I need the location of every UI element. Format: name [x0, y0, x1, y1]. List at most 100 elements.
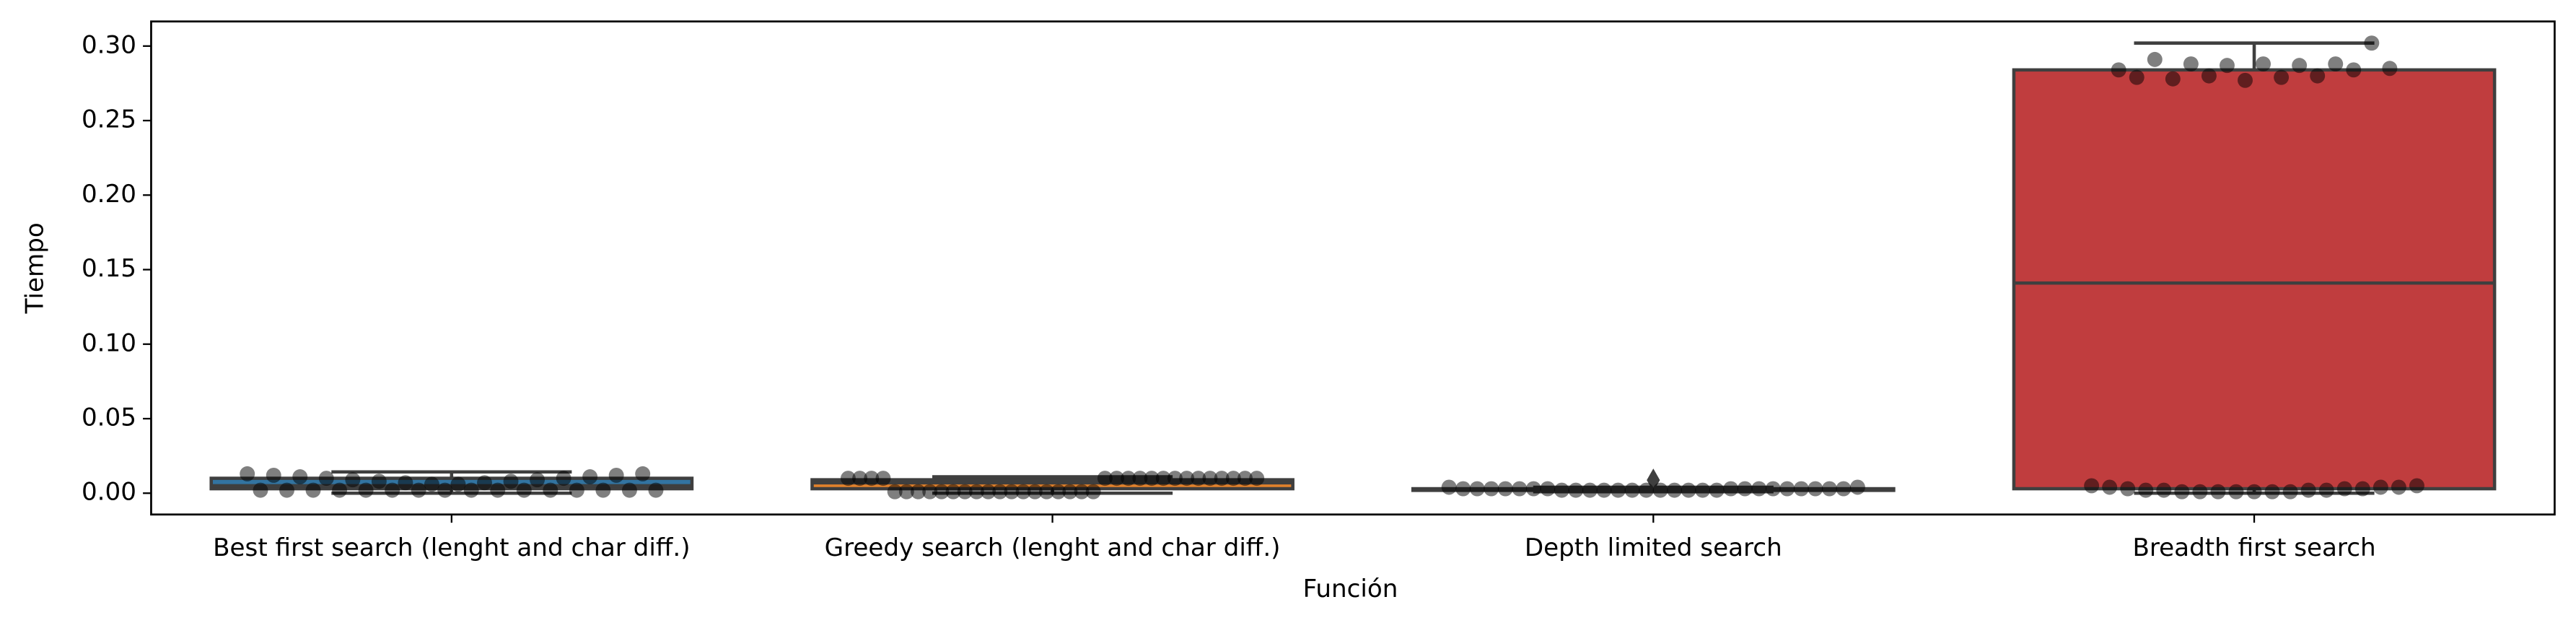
- swarm-point: [2120, 481, 2136, 497]
- swarm-point: [635, 466, 651, 481]
- x-tick-label: Greedy search (lenght and char diff.): [825, 533, 1281, 562]
- swarm-point: [2192, 484, 2208, 500]
- swarm-point: [595, 482, 611, 498]
- swarm-point: [1525, 481, 1541, 497]
- swarm-point: [266, 467, 281, 483]
- swarm-point: [305, 482, 321, 498]
- swarm-point: [1144, 471, 1160, 487]
- swarm-point: [2084, 478, 2100, 494]
- y-tick-label: 0.00: [82, 478, 136, 507]
- x-tick-label: Breadth first search: [2132, 533, 2375, 562]
- swarm-point: [2165, 71, 2181, 87]
- swarm-point: [1004, 484, 1020, 500]
- swarm-point: [2264, 484, 2280, 500]
- swarm-point: [1469, 481, 1485, 497]
- swarm-point: [1455, 481, 1471, 497]
- swarm-point: [1737, 481, 1753, 497]
- swarm-point: [981, 484, 996, 500]
- swarm-point: [1751, 481, 1767, 497]
- swarm-point: [1554, 482, 1569, 498]
- y-tick-label: 0.15: [82, 254, 136, 283]
- swarm-point: [2300, 482, 2316, 498]
- swarm-point: [530, 472, 546, 488]
- swarm-point: [1097, 471, 1113, 487]
- swarm-point: [945, 484, 961, 500]
- swarm-point: [2219, 58, 2235, 74]
- swarm-point: [1179, 471, 1195, 487]
- swarm-point: [2102, 479, 2118, 495]
- swarm-point: [1582, 482, 1598, 498]
- swarm-point: [358, 482, 374, 498]
- swarm-point: [1611, 482, 1626, 498]
- swarm-point: [957, 484, 973, 500]
- swarm-point: [2373, 479, 2388, 495]
- swarm-point: [240, 466, 255, 481]
- swarm-point: [1709, 482, 1725, 498]
- swarm-point: [1723, 481, 1739, 497]
- swarm-point: [463, 482, 479, 498]
- swarm-point: [1596, 482, 1612, 498]
- swarm-point: [2292, 58, 2308, 74]
- y-axis-label: Tiempo: [21, 222, 50, 314]
- swarm-point: [2409, 478, 2424, 494]
- swarm-point: [1155, 471, 1171, 487]
- swarm-point: [1695, 482, 1711, 498]
- y-tick-label: 0.25: [82, 105, 136, 134]
- y-tick-label: 0.05: [82, 404, 136, 432]
- swarm-point: [1512, 481, 1528, 497]
- swarm-point: [852, 471, 868, 487]
- swarm-point: [1074, 484, 1090, 500]
- swarm-point: [2346, 62, 2362, 78]
- swarm-point: [1821, 481, 1837, 497]
- swarm-point: [1191, 471, 1206, 487]
- swarm-point: [1121, 471, 1136, 487]
- swarm-point: [875, 471, 891, 487]
- swarm-point: [1793, 481, 1809, 497]
- swarm-point: [2174, 484, 2190, 500]
- swarm-point: [840, 471, 856, 487]
- swarm-point: [1051, 484, 1066, 500]
- swarm-point: [2274, 69, 2290, 85]
- swarm-point: [2238, 72, 2253, 88]
- swarm-point: [2336, 481, 2352, 497]
- swarm-point: [2246, 484, 2262, 500]
- swarm-point: [887, 484, 903, 500]
- swarm-point: [608, 467, 624, 483]
- swarm-point: [1214, 471, 1230, 487]
- swarm-point: [385, 482, 400, 498]
- swarm-point: [2382, 61, 2398, 77]
- swarm-point: [569, 482, 584, 498]
- swarm-point: [411, 482, 426, 498]
- swarm-point: [1062, 484, 1078, 500]
- swarm-point: [1540, 481, 1556, 497]
- swarm-point: [1027, 484, 1043, 500]
- swarm-point: [1249, 471, 1265, 487]
- swarm-point: [516, 482, 532, 498]
- swarm-point: [1109, 471, 1125, 487]
- swarm-point: [424, 476, 439, 492]
- swarm-point: [2129, 69, 2145, 85]
- swarm-point: [450, 476, 466, 492]
- x-axis-label: Función: [1303, 575, 1398, 603]
- swarm-point: [1132, 471, 1148, 487]
- swarm-point: [437, 482, 453, 498]
- swarm-point: [1667, 482, 1683, 498]
- swarm-point: [864, 471, 880, 487]
- swarm-point: [2364, 35, 2380, 51]
- swarm-point: [1015, 484, 1031, 500]
- swarm-point: [1237, 471, 1253, 487]
- swarm-point: [898, 484, 914, 500]
- swarm-point: [968, 484, 984, 500]
- box: [2012, 68, 2497, 491]
- x-tick-label: Depth limited search: [1525, 533, 1782, 562]
- swarm-point: [2328, 56, 2344, 72]
- swarm-point: [1441, 479, 1457, 495]
- swarm-point: [292, 469, 308, 485]
- swarm-point: [1167, 471, 1183, 487]
- swarm-point: [1085, 484, 1101, 500]
- y-tick-label: 0.20: [82, 180, 136, 209]
- swarm-point: [1765, 481, 1781, 497]
- swarm-point: [582, 469, 598, 485]
- swarm-point: [1484, 481, 1499, 497]
- swarm-point: [2310, 68, 2326, 84]
